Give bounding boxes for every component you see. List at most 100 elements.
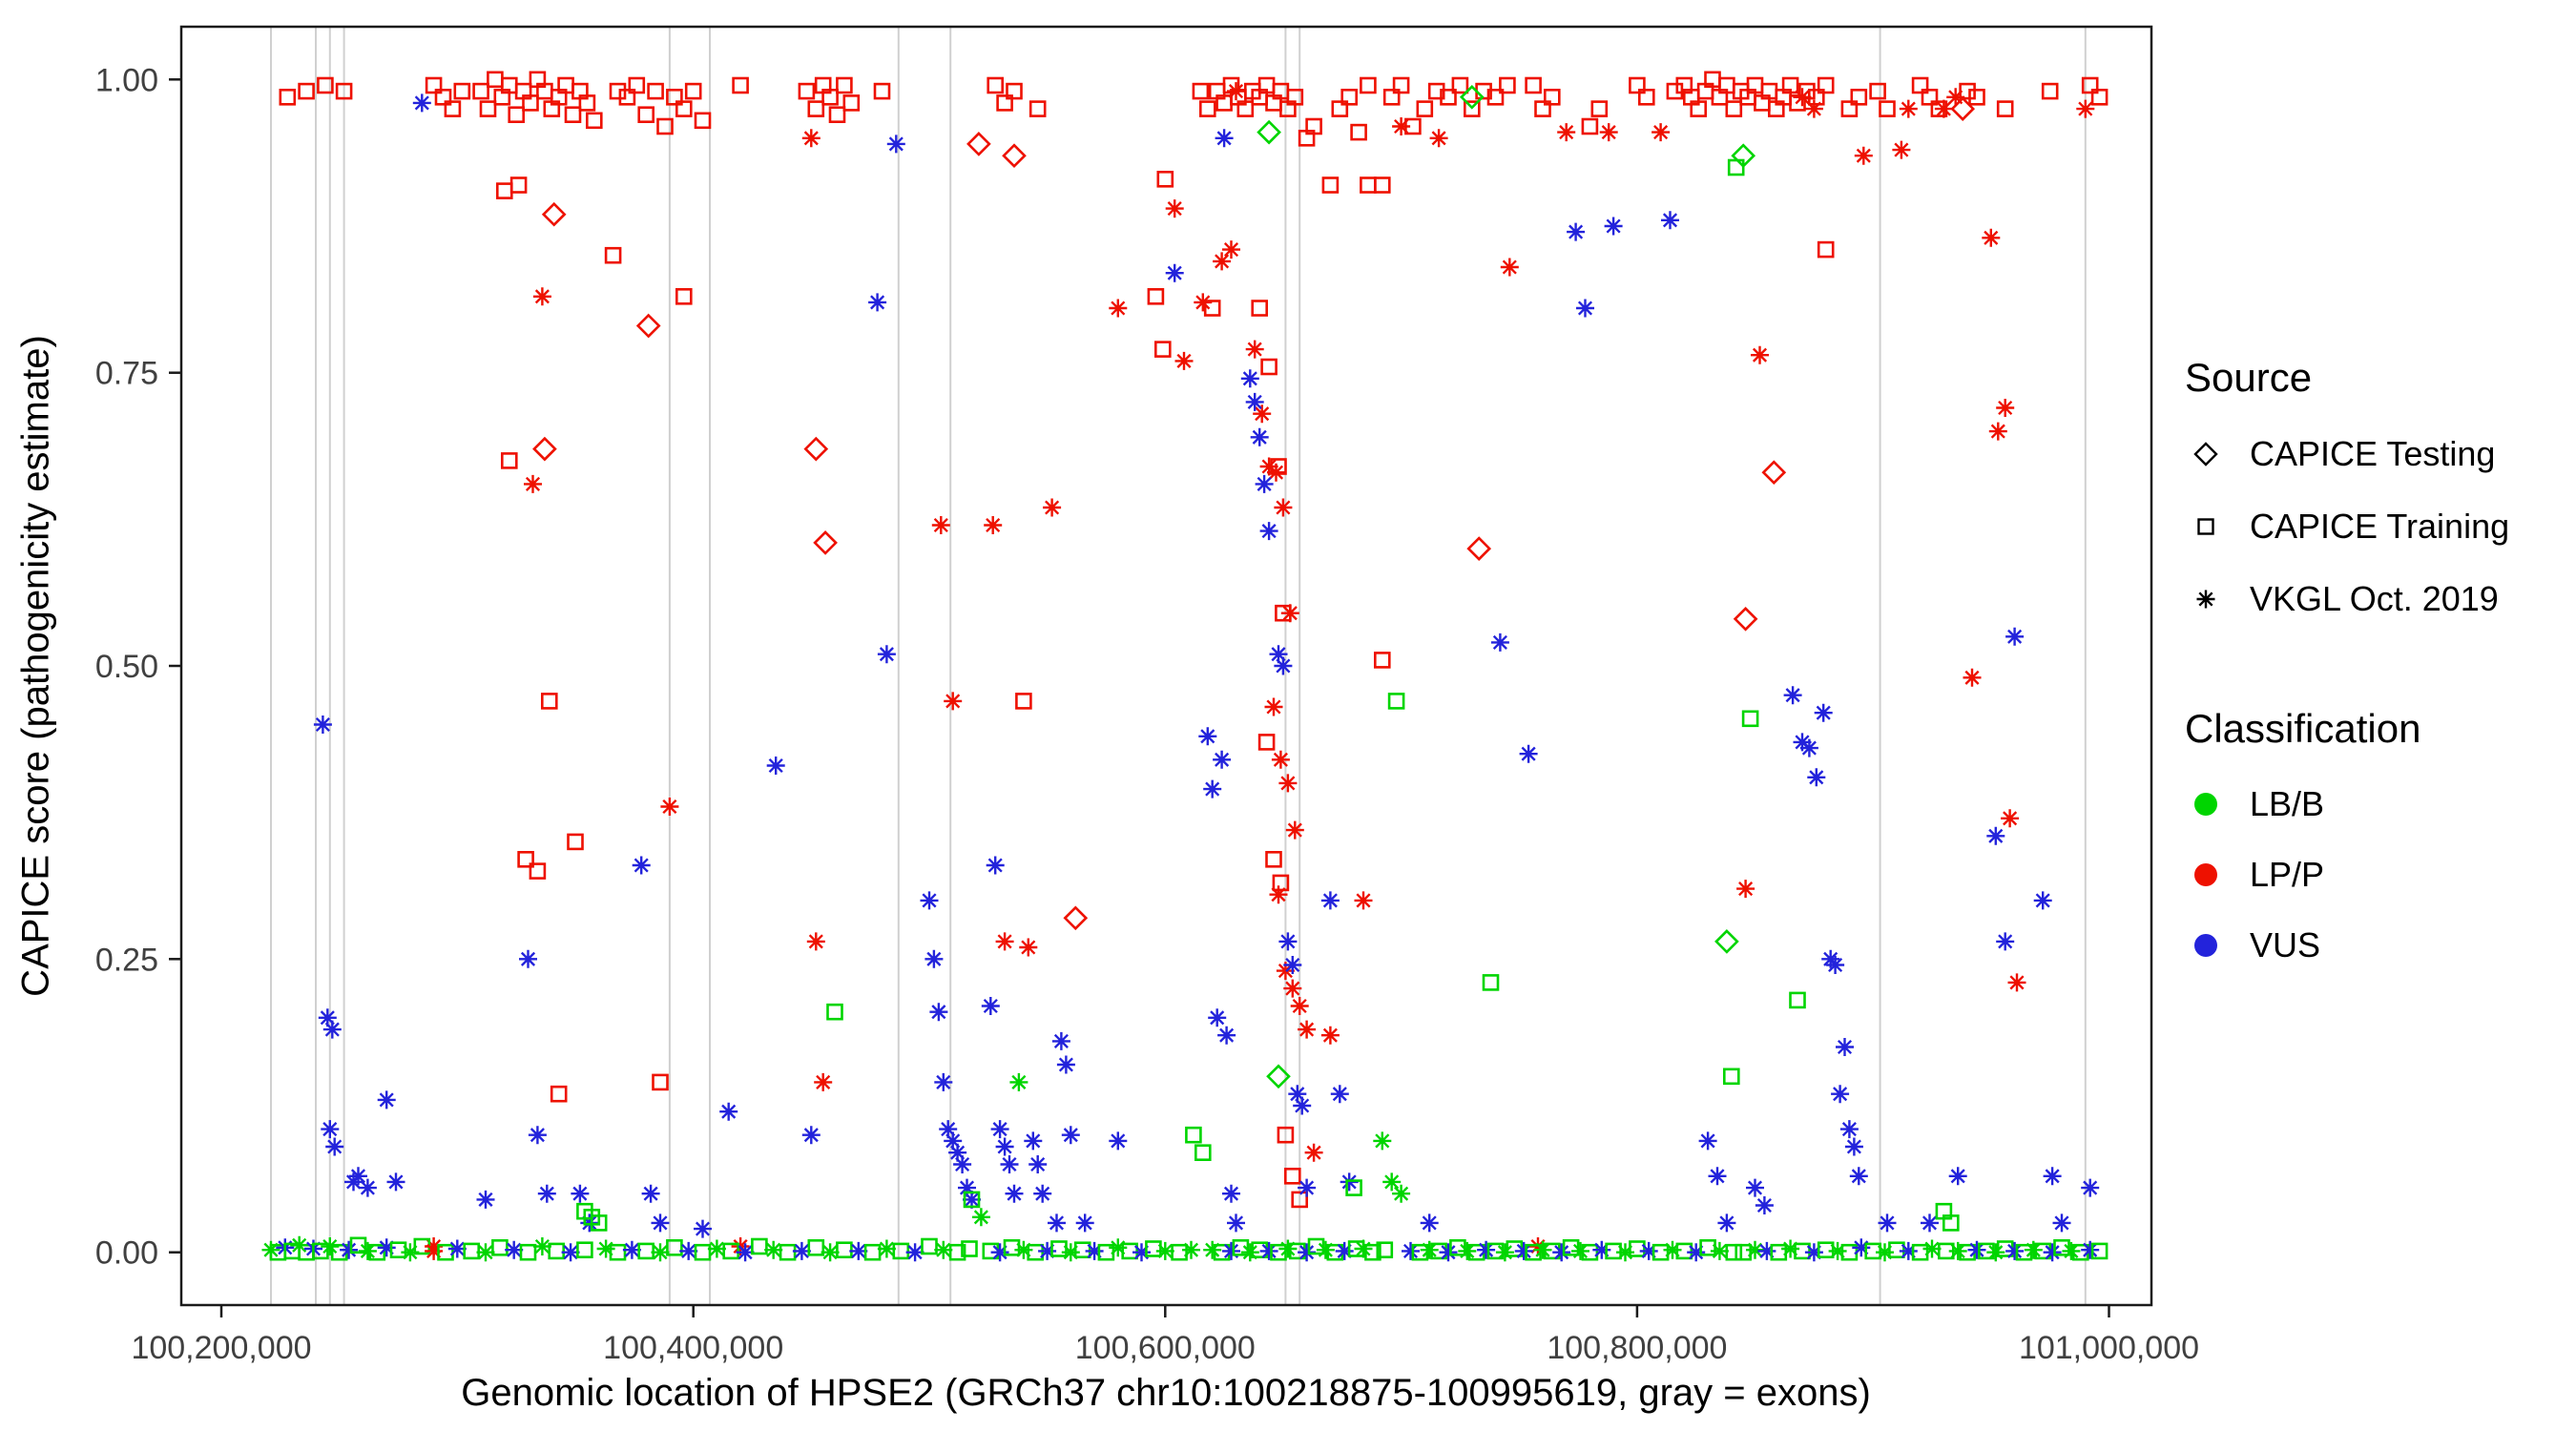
- data-point: [1132, 1243, 1151, 1262]
- data-point: [1272, 874, 1290, 892]
- data-point: [1293, 1096, 1312, 1115]
- data-point: [961, 1240, 978, 1257]
- x-tick-label: 100,600,000: [1075, 1330, 1256, 1366]
- data-point: [349, 1167, 367, 1186]
- data-point: [1663, 1240, 1682, 1259]
- data-point: [2081, 1178, 2100, 1197]
- data-point: [1203, 779, 1222, 798]
- data-point: [1291, 1191, 1308, 1209]
- data-point: [622, 1240, 641, 1259]
- data-point: [803, 436, 829, 462]
- data-point: [1899, 1241, 1918, 1260]
- data-point: [1499, 76, 1516, 94]
- data-point: [1807, 768, 1826, 787]
- data-point: [1198, 727, 1217, 746]
- data-point: [1836, 1038, 1854, 1056]
- data-point: [312, 1242, 329, 1260]
- data-point: [1690, 100, 1707, 117]
- data-point: [1109, 1131, 1128, 1151]
- data-point: [1284, 1168, 1301, 1185]
- data-point: [1236, 100, 1255, 117]
- data-point: [944, 692, 963, 711]
- data-point: [1698, 1131, 1717, 1151]
- data-point: [580, 1213, 599, 1233]
- data-point: [1277, 1126, 1295, 1144]
- data-point: [1182, 1240, 1200, 1259]
- data-point: [849, 1241, 868, 1260]
- data-point: [1024, 1131, 1043, 1151]
- data-point: [1195, 1144, 1212, 1161]
- data-point: [1968, 89, 1985, 106]
- data-point: [1416, 100, 1434, 117]
- legend-item-label: VKGL Oct. 2019: [2250, 579, 2499, 618]
- data-point: [1006, 82, 1023, 100]
- data-point: [2062, 1241, 2081, 1260]
- data-point: [517, 850, 534, 868]
- data-point: [1839, 1120, 1859, 1139]
- y-tick-label: 0.75: [95, 356, 158, 392]
- data-point: [1652, 123, 1671, 142]
- data-point: [995, 932, 1014, 951]
- data-point: [1755, 1196, 1774, 1214]
- data-point: [1986, 1243, 2005, 1262]
- legend-item-lpp: LP/P: [2185, 855, 2566, 895]
- data-point: [564, 106, 582, 123]
- data-point: [1014, 1240, 1033, 1259]
- square-icon: [2185, 506, 2227, 548]
- data-point: [1387, 693, 1405, 710]
- data-point: [1888, 1241, 1905, 1258]
- data-point: [953, 1155, 972, 1173]
- data-point: [1213, 252, 1232, 271]
- data-point: [813, 530, 838, 555]
- data-point: [1817, 240, 1835, 259]
- data-point: [2076, 99, 2095, 118]
- data-point: [1033, 1184, 1052, 1203]
- data-point: [806, 932, 825, 951]
- data-point: [1257, 734, 1276, 751]
- data-point: [1147, 287, 1165, 305]
- data-point: [1250, 427, 1269, 446]
- data-point: [317, 76, 334, 94]
- data-point: [1028, 100, 1047, 117]
- data-point: [472, 82, 489, 100]
- data-point: [425, 76, 443, 94]
- data-point: [386, 1172, 405, 1192]
- data-point: [1298, 1178, 1317, 1197]
- data-point: [1459, 84, 1485, 110]
- data-point: [1781, 1239, 1800, 1258]
- data-point: [863, 1243, 882, 1261]
- data-point: [1852, 1238, 1871, 1257]
- data-point: [1519, 744, 1538, 763]
- asterisk-icon: [2185, 578, 2227, 620]
- data-point: [1374, 652, 1391, 669]
- data-point: [1192, 82, 1210, 100]
- data-point: [578, 94, 596, 112]
- data-point: [1793, 88, 1812, 107]
- data-point: [1477, 1240, 1496, 1259]
- legend-spacer: [2185, 651, 2566, 706]
- data-point: [508, 106, 526, 123]
- data-point: [389, 1241, 407, 1258]
- data-point: [939, 1120, 958, 1139]
- data-point: [1946, 88, 1965, 107]
- x-tick-label: 100,400,000: [603, 1330, 783, 1366]
- data-point: [358, 1241, 377, 1260]
- data-point: [1109, 1238, 1128, 1257]
- data-point: [1185, 1126, 1202, 1144]
- data-point: [590, 1214, 608, 1232]
- x-axis-title: Genomic location of HPSE2 (GRCh37 chr10:…: [461, 1372, 1871, 1414]
- data-point: [1746, 1240, 1764, 1259]
- data-point: [807, 1239, 825, 1256]
- data-point: [1267, 463, 1285, 482]
- data-point: [585, 112, 603, 130]
- data-point: [1464, 100, 1481, 117]
- legend-item-label: CAPICE Training: [2250, 507, 2510, 546]
- data-point: [1285, 820, 1304, 840]
- data-point: [368, 1243, 386, 1261]
- data-point: [1260, 358, 1278, 376]
- data-point: [1817, 76, 1835, 94]
- data-point: [1581, 1243, 1599, 1261]
- y-tick-label: 0.00: [95, 1235, 158, 1272]
